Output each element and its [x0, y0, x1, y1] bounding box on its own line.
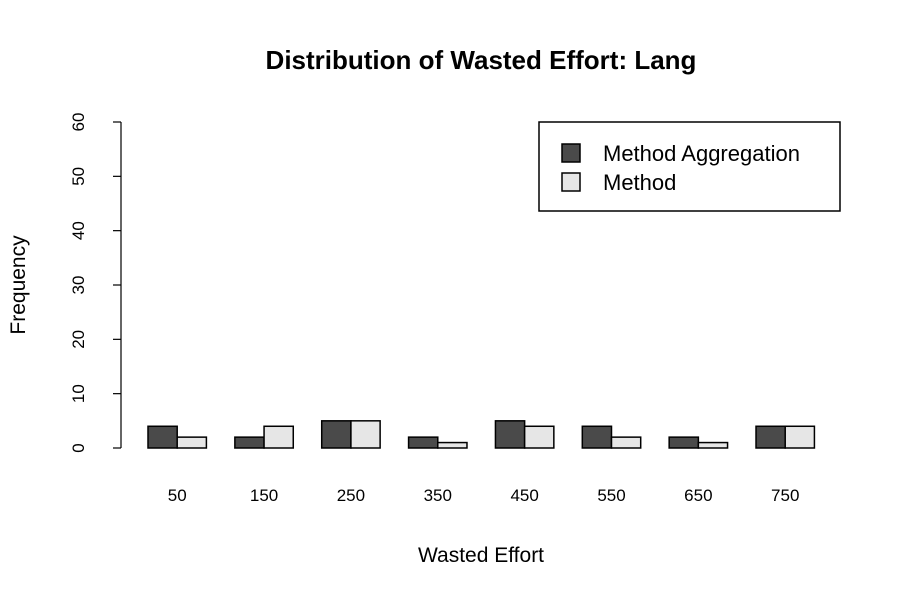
- y-tick-label: 60: [69, 113, 88, 132]
- bar-method-350: [437, 441, 468, 449]
- bar-method-aggregation-250: [320, 420, 352, 449]
- bar-method-aggregation-150: [234, 436, 265, 449]
- x-tick-label: 150: [250, 486, 278, 505]
- x-tick-label: 350: [424, 486, 452, 505]
- bar-method-aggregation-50: [147, 425, 178, 449]
- bar-method-250: [350, 420, 381, 449]
- x-tick-label: 650: [684, 486, 712, 505]
- y-axis: 0 10 20 30 40 50 60: [69, 113, 122, 453]
- x-tick-label: 50: [168, 486, 187, 505]
- y-tick-label: 0: [69, 443, 88, 452]
- chart-title: Distribution of Wasted Effort: Lang: [266, 45, 697, 75]
- bar-method-aggregation-550: [581, 425, 613, 449]
- legend-label: Method Aggregation: [603, 141, 800, 166]
- y-tick-label: 10: [69, 384, 88, 403]
- y-axis-label: Frequency: [7, 235, 30, 335]
- legend-box: [538, 121, 841, 212]
- y-tick-label: 30: [69, 276, 88, 295]
- y-tick-label: 50: [69, 167, 88, 186]
- bar-method-750: [784, 425, 816, 449]
- bar-method-650: [697, 441, 729, 449]
- bars: [147, 420, 816, 449]
- bar-method-aggregation-650: [668, 436, 700, 449]
- bar-method-550: [610, 436, 642, 449]
- legend: Method Aggregation Method: [538, 121, 841, 212]
- x-tick-label: 250: [337, 486, 365, 505]
- x-axis-label: Wasted Effort: [418, 544, 544, 567]
- x-tick-label: 750: [771, 486, 799, 505]
- bar-method-aggregation-750: [755, 425, 786, 449]
- x-tick-labels: 50 150 250 350 450 550 650 750: [168, 486, 800, 505]
- bar-method-450: [523, 425, 555, 449]
- x-tick-label: 550: [597, 486, 625, 505]
- x-tick-label: 450: [510, 486, 538, 505]
- bar-method-50: [176, 436, 208, 449]
- y-tick-label: 20: [69, 330, 88, 349]
- bar-method-150: [263, 425, 295, 449]
- bar-method-aggregation-450: [494, 420, 526, 449]
- legend-swatch: [561, 172, 581, 192]
- legend-swatch: [561, 143, 581, 163]
- bar-method-aggregation-350: [407, 436, 439, 449]
- legend-label: Method: [603, 170, 676, 195]
- y-tick-label: 40: [69, 221, 88, 240]
